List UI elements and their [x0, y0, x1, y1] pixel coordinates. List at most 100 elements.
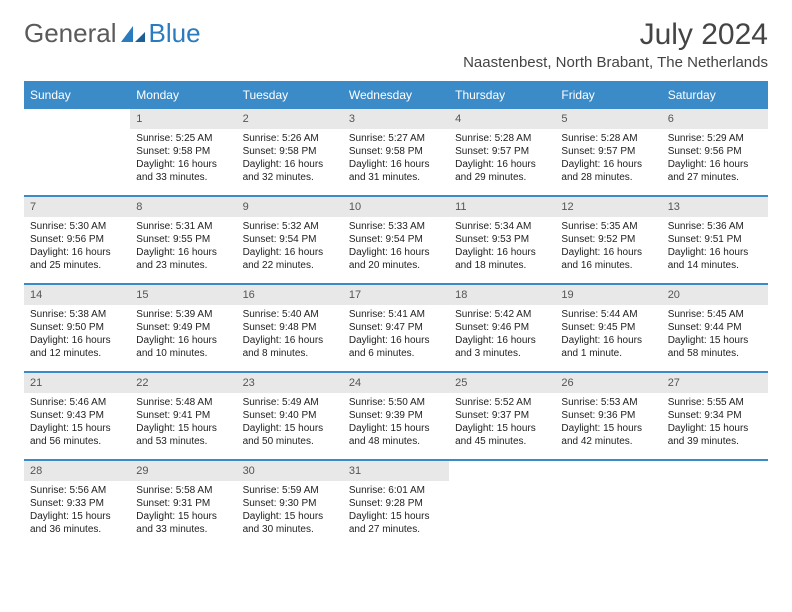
day-number: 26	[555, 373, 661, 393]
calendar-table: SundayMondayTuesdayWednesdayThursdayFrid…	[24, 81, 768, 548]
day-content: Sunrise: 5:44 AMSunset: 9:45 PMDaylight:…	[555, 305, 661, 364]
day-content: Sunrise: 5:48 AMSunset: 9:41 PMDaylight:…	[130, 393, 236, 452]
day-number: 18	[449, 285, 555, 305]
day-number: 3	[343, 109, 449, 129]
day-content: Sunrise: 5:28 AMSunset: 9:57 PMDaylight:…	[449, 129, 555, 188]
day-content: Sunrise: 5:40 AMSunset: 9:48 PMDaylight:…	[237, 305, 343, 364]
day-content: Sunrise: 5:45 AMSunset: 9:44 PMDaylight:…	[662, 305, 768, 364]
calendar-cell: 21Sunrise: 5:46 AMSunset: 9:43 PMDayligh…	[24, 372, 130, 460]
day-content: Sunrise: 5:41 AMSunset: 9:47 PMDaylight:…	[343, 305, 449, 364]
day-content: Sunrise: 5:35 AMSunset: 9:52 PMDaylight:…	[555, 217, 661, 276]
calendar-header-row: SundayMondayTuesdayWednesdayThursdayFrid…	[24, 82, 768, 108]
calendar-cell: 15Sunrise: 5:39 AMSunset: 9:49 PMDayligh…	[130, 284, 236, 372]
day-content: Sunrise: 5:39 AMSunset: 9:49 PMDaylight:…	[130, 305, 236, 364]
calendar-cell: 22Sunrise: 5:48 AMSunset: 9:41 PMDayligh…	[130, 372, 236, 460]
calendar-cell: 18Sunrise: 5:42 AMSunset: 9:46 PMDayligh…	[449, 284, 555, 372]
title-block: July 2024 Naastenbest, North Brabant, Th…	[463, 18, 768, 71]
calendar-cell: 4Sunrise: 5:28 AMSunset: 9:57 PMDaylight…	[449, 108, 555, 196]
calendar-cell: 26Sunrise: 5:53 AMSunset: 9:36 PMDayligh…	[555, 372, 661, 460]
day-number: 8	[130, 197, 236, 217]
day-number: 13	[662, 197, 768, 217]
day-content: Sunrise: 5:36 AMSunset: 9:51 PMDaylight:…	[662, 217, 768, 276]
weekday-header: Monday	[130, 82, 236, 108]
calendar-cell: 28Sunrise: 5:56 AMSunset: 9:33 PMDayligh…	[24, 460, 130, 548]
day-number: 2	[237, 109, 343, 129]
day-content: Sunrise: 5:31 AMSunset: 9:55 PMDaylight:…	[130, 217, 236, 276]
day-content: Sunrise: 5:50 AMSunset: 9:39 PMDaylight:…	[343, 393, 449, 452]
calendar-cell: 19Sunrise: 5:44 AMSunset: 9:45 PMDayligh…	[555, 284, 661, 372]
calendar-cell: 11Sunrise: 5:34 AMSunset: 9:53 PMDayligh…	[449, 196, 555, 284]
calendar-cell	[24, 108, 130, 196]
day-number: 7	[24, 197, 130, 217]
calendar-cell	[662, 460, 768, 548]
calendar-cell: 30Sunrise: 5:59 AMSunset: 9:30 PMDayligh…	[237, 460, 343, 548]
calendar-cell: 29Sunrise: 5:58 AMSunset: 9:31 PMDayligh…	[130, 460, 236, 548]
day-number: 27	[662, 373, 768, 393]
day-content: Sunrise: 5:34 AMSunset: 9:53 PMDaylight:…	[449, 217, 555, 276]
day-content: Sunrise: 5:26 AMSunset: 9:58 PMDaylight:…	[237, 129, 343, 188]
day-number: 4	[449, 109, 555, 129]
day-content: Sunrise: 5:32 AMSunset: 9:54 PMDaylight:…	[237, 217, 343, 276]
day-content: Sunrise: 5:56 AMSunset: 9:33 PMDaylight:…	[24, 481, 130, 540]
day-content: Sunrise: 5:58 AMSunset: 9:31 PMDaylight:…	[130, 481, 236, 540]
day-number: 30	[237, 461, 343, 481]
location-text: Naastenbest, North Brabant, The Netherla…	[463, 54, 768, 71]
day-number: 19	[555, 285, 661, 305]
day-number: 14	[24, 285, 130, 305]
day-number: 11	[449, 197, 555, 217]
calendar-cell: 1Sunrise: 5:25 AMSunset: 9:58 PMDaylight…	[130, 108, 236, 196]
day-number: 6	[662, 109, 768, 129]
calendar-body: 1Sunrise: 5:25 AMSunset: 9:58 PMDaylight…	[24, 108, 768, 548]
day-number: 31	[343, 461, 449, 481]
day-content: Sunrise: 5:28 AMSunset: 9:57 PMDaylight:…	[555, 129, 661, 188]
weekday-header: Sunday	[24, 82, 130, 108]
day-content: Sunrise: 5:49 AMSunset: 9:40 PMDaylight:…	[237, 393, 343, 452]
calendar-cell: 3Sunrise: 5:27 AMSunset: 9:58 PMDaylight…	[343, 108, 449, 196]
header: General Blue July 2024 Naastenbest, Nort…	[24, 18, 768, 71]
calendar-cell: 2Sunrise: 5:26 AMSunset: 9:58 PMDaylight…	[237, 108, 343, 196]
day-number: 28	[24, 461, 130, 481]
day-number: 29	[130, 461, 236, 481]
logo: General Blue	[24, 18, 201, 49]
day-number: 1	[130, 109, 236, 129]
calendar-cell: 25Sunrise: 5:52 AMSunset: 9:37 PMDayligh…	[449, 372, 555, 460]
calendar-cell: 23Sunrise: 5:49 AMSunset: 9:40 PMDayligh…	[237, 372, 343, 460]
calendar-cell: 14Sunrise: 5:38 AMSunset: 9:50 PMDayligh…	[24, 284, 130, 372]
calendar-cell: 24Sunrise: 5:50 AMSunset: 9:39 PMDayligh…	[343, 372, 449, 460]
day-number: 5	[555, 109, 661, 129]
weekday-header: Thursday	[449, 82, 555, 108]
weekday-header: Wednesday	[343, 82, 449, 108]
weekday-header: Tuesday	[237, 82, 343, 108]
calendar-cell: 7Sunrise: 5:30 AMSunset: 9:56 PMDaylight…	[24, 196, 130, 284]
day-content: Sunrise: 5:33 AMSunset: 9:54 PMDaylight:…	[343, 217, 449, 276]
day-content: Sunrise: 5:27 AMSunset: 9:58 PMDaylight:…	[343, 129, 449, 188]
month-title: July 2024	[463, 18, 768, 52]
day-content: Sunrise: 5:53 AMSunset: 9:36 PMDaylight:…	[555, 393, 661, 452]
calendar-cell	[449, 460, 555, 548]
day-content: Sunrise: 5:29 AMSunset: 9:56 PMDaylight:…	[662, 129, 768, 188]
day-content: Sunrise: 5:55 AMSunset: 9:34 PMDaylight:…	[662, 393, 768, 452]
day-number: 12	[555, 197, 661, 217]
day-number: 25	[449, 373, 555, 393]
day-content: Sunrise: 5:59 AMSunset: 9:30 PMDaylight:…	[237, 481, 343, 540]
logo-text-blue: Blue	[149, 18, 201, 49]
calendar-cell	[555, 460, 661, 548]
weekday-header: Saturday	[662, 82, 768, 108]
day-number: 22	[130, 373, 236, 393]
calendar-cell: 16Sunrise: 5:40 AMSunset: 9:48 PMDayligh…	[237, 284, 343, 372]
calendar-cell: 13Sunrise: 5:36 AMSunset: 9:51 PMDayligh…	[662, 196, 768, 284]
day-number: 15	[130, 285, 236, 305]
calendar-cell: 17Sunrise: 5:41 AMSunset: 9:47 PMDayligh…	[343, 284, 449, 372]
day-number: 20	[662, 285, 768, 305]
day-content: Sunrise: 5:30 AMSunset: 9:56 PMDaylight:…	[24, 217, 130, 276]
day-content: Sunrise: 6:01 AMSunset: 9:28 PMDaylight:…	[343, 481, 449, 540]
day-number: 17	[343, 285, 449, 305]
calendar-cell: 10Sunrise: 5:33 AMSunset: 9:54 PMDayligh…	[343, 196, 449, 284]
day-content: Sunrise: 5:52 AMSunset: 9:37 PMDaylight:…	[449, 393, 555, 452]
day-content: Sunrise: 5:38 AMSunset: 9:50 PMDaylight:…	[24, 305, 130, 364]
calendar-cell: 8Sunrise: 5:31 AMSunset: 9:55 PMDaylight…	[130, 196, 236, 284]
day-number: 24	[343, 373, 449, 393]
day-number: 21	[24, 373, 130, 393]
weekday-header: Friday	[555, 82, 661, 108]
day-content: Sunrise: 5:25 AMSunset: 9:58 PMDaylight:…	[130, 129, 236, 188]
